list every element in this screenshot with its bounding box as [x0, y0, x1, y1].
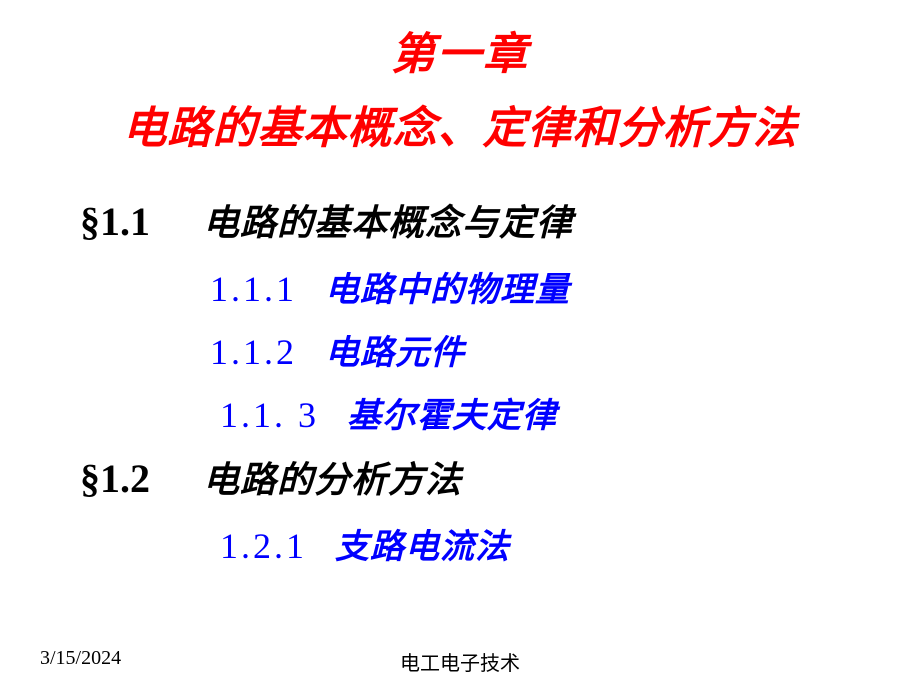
subsection-row: 1.1.1 电路中的物理量 [210, 262, 920, 311]
chapter-title: 电路的基本概念、定律和分析方法 [0, 92, 920, 156]
subsection-title: 电路中的物理量 [325, 262, 570, 311]
section-row: §1.2 电路的分析方法 [80, 451, 920, 503]
subsection-number: 1.1.1 [210, 268, 297, 310]
subsection-number: 1.1. 3 [220, 394, 319, 436]
section-number: §1.2 [80, 455, 175, 502]
subsection-row: 1.1.2 电路元件 [210, 325, 920, 374]
footer-date: 3/15/2024 [40, 647, 121, 670]
section-row: §1.1 电路的基本概念与定律 [80, 194, 920, 246]
subsection-title: 支路电流法 [335, 519, 510, 568]
section-title: 电路的基本概念与定律 [203, 194, 573, 246]
subsection-title: 基尔霍夫定律 [347, 388, 557, 437]
outline-content: §1.1 电路的基本概念与定律 1.1.1 电路中的物理量 1.1.2 电路元件… [80, 194, 920, 568]
section-title: 电路的分析方法 [203, 451, 462, 503]
chapter-number: 第一章 [0, 18, 920, 82]
subsection-number: 1.2.1 [220, 525, 307, 567]
subsection-row: 1.2.1 支路电流法 [220, 519, 920, 568]
slide-footer: 3/15/2024 电工电子技术 [0, 647, 920, 670]
subsection-number: 1.1.2 [210, 331, 297, 373]
chapter-heading: 第一章 电路的基本概念、定律和分析方法 [0, 0, 920, 156]
subsection-row: 1.1. 3 基尔霍夫定律 [220, 388, 920, 437]
subsection-title: 电路元件 [325, 325, 465, 374]
section-number: §1.1 [80, 198, 175, 245]
footer-label: 电工电子技术 [400, 647, 520, 676]
